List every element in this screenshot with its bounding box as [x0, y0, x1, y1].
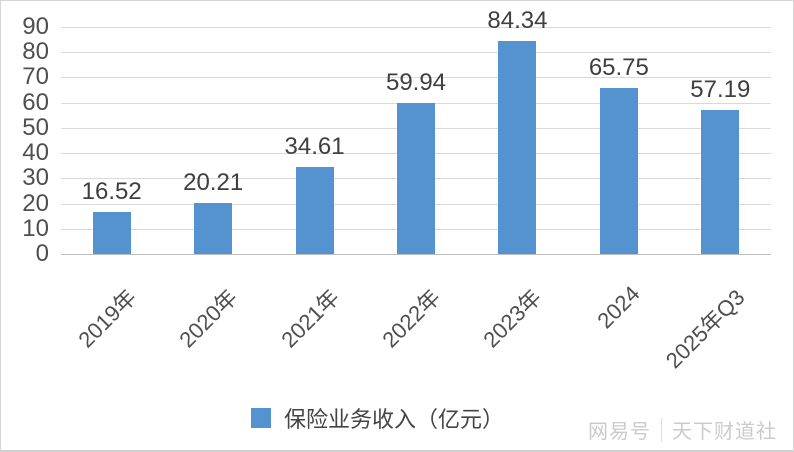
y-tick-label: 80: [22, 38, 49, 66]
gridline: [61, 77, 771, 79]
watermark-brand: 网易号: [588, 421, 651, 443]
bar: [295, 166, 334, 254]
watermark-account: 天下财道社: [672, 421, 777, 443]
y-tick-label: 60: [22, 88, 49, 116]
x-axis-label: 2019年: [73, 284, 141, 353]
watermark-divider: [661, 417, 662, 442]
bar-value-label: 59.94: [385, 68, 447, 96]
gridline: [61, 52, 771, 54]
watermark: 网易号 天下财道社: [588, 415, 777, 444]
x-axis-label: 2023年: [478, 284, 547, 353]
y-tick-label: 50: [22, 113, 49, 141]
x-axis-label: 2021年: [275, 284, 344, 353]
legend-label: 保险业务收入（亿元）: [284, 407, 505, 432]
y-tick-label: 10: [22, 214, 49, 242]
y-tick-label: 0: [35, 240, 49, 267]
bar: [599, 88, 638, 254]
y-tick-label: 90: [22, 13, 49, 40]
bar-value-label: 65.75: [588, 54, 649, 82]
bar: [194, 203, 233, 254]
gridline: [61, 254, 771, 255]
x-axis-label: 2024: [592, 281, 645, 334]
y-tick-label: 70: [22, 63, 49, 91]
legend-swatch-icon: [251, 408, 271, 428]
bar-value-label: 84.34: [487, 7, 548, 35]
x-axis-label: 2020年: [174, 284, 243, 353]
gridline: [61, 27, 771, 28]
bar: [701, 109, 740, 254]
y-tick-label: 40: [22, 139, 49, 167]
y-tick-label: 30: [22, 164, 49, 192]
bar: [397, 102, 435, 254]
bar: [498, 41, 537, 254]
bar-value-label: 20.21: [183, 169, 244, 197]
x-axis-label: 2025年Q3: [660, 284, 750, 374]
bar: [92, 212, 131, 254]
bar-value-label: 34.61: [284, 132, 345, 160]
bar-value-label: 16.52: [81, 178, 142, 206]
bar-value-label: 57.19: [690, 75, 751, 103]
x-axis-label: 2022年: [377, 284, 446, 353]
legend: 保险业务收入（亿元）: [251, 402, 504, 434]
y-tick-label: 20: [22, 189, 49, 217]
